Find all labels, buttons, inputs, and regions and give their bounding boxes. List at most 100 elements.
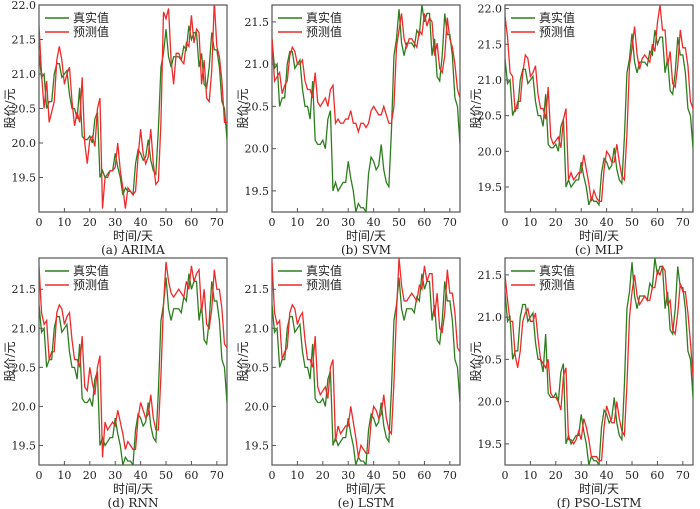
y-tick-label: 20.0 bbox=[478, 145, 503, 158]
y-tick-label: 21.0 bbox=[478, 311, 503, 324]
panel-b-svm: 0 10 20 30 40 50 60 70 19.5 20.0 20.5 21.0 21.5 真实值预测… bbox=[236, 4, 461, 257]
x-tick-label: 10 bbox=[290, 216, 304, 229]
x-axis-label: 时间/天 bbox=[113, 482, 153, 496]
y-tick-label: 20.0 bbox=[12, 137, 37, 150]
y-axis-label: 股价/元 bbox=[236, 88, 250, 128]
y-tick-label: 19.5 bbox=[245, 439, 270, 452]
x-tick-label: 70 bbox=[443, 216, 457, 229]
predicted-value-line bbox=[272, 13, 460, 134]
legend-true-label: 真实值 bbox=[306, 263, 342, 278]
x-axis-label: 时间/天 bbox=[579, 482, 619, 496]
y-tick-label: 22.0 bbox=[478, 3, 503, 16]
x-tick-label: 60 bbox=[417, 469, 431, 482]
x-tick-label: 30 bbox=[574, 216, 588, 229]
y-tick-label: 20.5 bbox=[12, 361, 37, 374]
y-tick-label: 21.5 bbox=[478, 38, 503, 51]
plot-frame bbox=[504, 4, 694, 213]
x-axis-label: 时间/天 bbox=[579, 229, 619, 243]
y-tick-label: 21.5 bbox=[12, 283, 37, 296]
y-tick-label: 21.5 bbox=[245, 16, 270, 29]
x-tick-label: 10 bbox=[523, 469, 537, 482]
x-tick-label: 20 bbox=[83, 469, 97, 482]
x-tick-label: 10 bbox=[57, 216, 71, 229]
x-tick-label: 40 bbox=[600, 469, 614, 482]
x-tick-label: 20 bbox=[316, 469, 330, 482]
x-tick-label: 10 bbox=[57, 469, 71, 482]
true-value-line bbox=[39, 273, 227, 465]
y-axis-label: 股价/元 bbox=[3, 88, 17, 128]
x-tick-label: 0 bbox=[36, 469, 43, 482]
y-tick-label: 20.0 bbox=[245, 143, 270, 156]
y-tick-label: 21.5 bbox=[245, 283, 270, 296]
y-axis-label: 股价/元 bbox=[3, 341, 17, 381]
legend-pred-label: 预测值 bbox=[73, 24, 109, 39]
y-tick-label: 20.5 bbox=[245, 361, 270, 374]
x-tick-label: 30 bbox=[574, 469, 588, 482]
x-tick-label: 20 bbox=[549, 216, 563, 229]
y-tick-label: 19.5 bbox=[12, 172, 37, 185]
y-axis-label: 股价/元 bbox=[236, 341, 250, 381]
panel-caption: (f) PSO-LSTM bbox=[557, 496, 642, 509]
x-tick-label: 60 bbox=[184, 216, 198, 229]
predicted-value-line bbox=[39, 5, 227, 209]
y-tick-label: 19.5 bbox=[12, 439, 37, 452]
x-tick-label: 50 bbox=[392, 216, 406, 229]
y-tick-label: 19.5 bbox=[245, 185, 270, 198]
x-tick-label: 0 bbox=[269, 216, 276, 229]
y-tick-label: 19.5 bbox=[478, 438, 503, 451]
legend-pred-label: 预测值 bbox=[73, 277, 109, 292]
panel-a-arima: 0 10 20 30 40 50 60 70 19.5 20.0 20.5 21.0 21.5 22.0 真… bbox=[3, 0, 228, 257]
panel-caption: (c) MLP bbox=[575, 243, 623, 257]
y-tick-label: 21.0 bbox=[12, 322, 37, 335]
x-tick-label: 30 bbox=[108, 216, 122, 229]
x-tick-label: 40 bbox=[367, 469, 381, 482]
x-tick-label: 50 bbox=[159, 216, 173, 229]
x-tick-label: 60 bbox=[184, 469, 198, 482]
legend-pred-label: 预测值 bbox=[539, 277, 575, 292]
x-axis-label: 时间/天 bbox=[346, 482, 386, 496]
x-tick-label: 20 bbox=[83, 216, 97, 229]
y-tick-label: 21.0 bbox=[478, 74, 503, 87]
panel-caption: (d) RNN bbox=[108, 496, 159, 509]
x-tick-label: 70 bbox=[210, 216, 224, 229]
x-tick-label: 0 bbox=[36, 216, 43, 229]
y-tick-label: 20.5 bbox=[478, 110, 503, 123]
x-axis-label: 时间/天 bbox=[113, 229, 153, 243]
panel-c-mlp: 0 10 20 30 40 50 60 70 19.5 20.0 20.5 21.0 21.5 22.0 真… bbox=[469, 3, 694, 257]
y-tick-label: 20.0 bbox=[245, 400, 270, 413]
x-tick-label: 40 bbox=[367, 216, 381, 229]
true-value-line bbox=[39, 25, 227, 197]
predicted-value-line bbox=[272, 258, 460, 458]
x-tick-label: 60 bbox=[417, 216, 431, 229]
plot-frame bbox=[504, 257, 694, 466]
x-tick-label: 50 bbox=[159, 469, 173, 482]
legend-true-label: 真实值 bbox=[539, 10, 575, 25]
predicted-value-line bbox=[505, 5, 693, 202]
x-tick-label: 0 bbox=[502, 469, 509, 482]
x-tick-label: 0 bbox=[269, 469, 276, 482]
panel-caption: (b) SVM bbox=[341, 243, 391, 257]
x-tick-label: 70 bbox=[676, 469, 690, 482]
x-tick-label: 50 bbox=[392, 469, 406, 482]
x-tick-label: 20 bbox=[316, 216, 330, 229]
panel-caption: (e) LSTM bbox=[338, 496, 395, 509]
y-tick-label: 21.0 bbox=[12, 68, 37, 81]
plot-frame bbox=[271, 4, 461, 213]
predicted-value-line bbox=[39, 261, 227, 458]
plot-frame bbox=[271, 257, 461, 466]
y-tick-label: 19.5 bbox=[478, 181, 503, 194]
x-tick-label: 70 bbox=[676, 216, 690, 229]
y-tick-label: 22.0 bbox=[12, 0, 37, 12]
x-axis-label: 时间/天 bbox=[346, 229, 386, 243]
x-tick-label: 50 bbox=[625, 216, 639, 229]
x-tick-label: 40 bbox=[600, 216, 614, 229]
panel-f-pso-lstm: 0 10 20 30 40 50 60 70 19.5 20.0 20.5 21.0 21.5 真实值预测… bbox=[469, 257, 694, 509]
y-tick-label: 20.0 bbox=[12, 400, 37, 413]
x-tick-label: 40 bbox=[134, 216, 148, 229]
true-value-line bbox=[272, 5, 460, 212]
y-axis-label: 股价/元 bbox=[469, 88, 483, 128]
panel-d-rnn: 0 10 20 30 40 50 60 70 19.5 20.0 20.5 21.0 21.5 真实值预测… bbox=[3, 257, 228, 509]
x-tick-label: 30 bbox=[341, 216, 355, 229]
x-tick-label: 70 bbox=[443, 469, 457, 482]
